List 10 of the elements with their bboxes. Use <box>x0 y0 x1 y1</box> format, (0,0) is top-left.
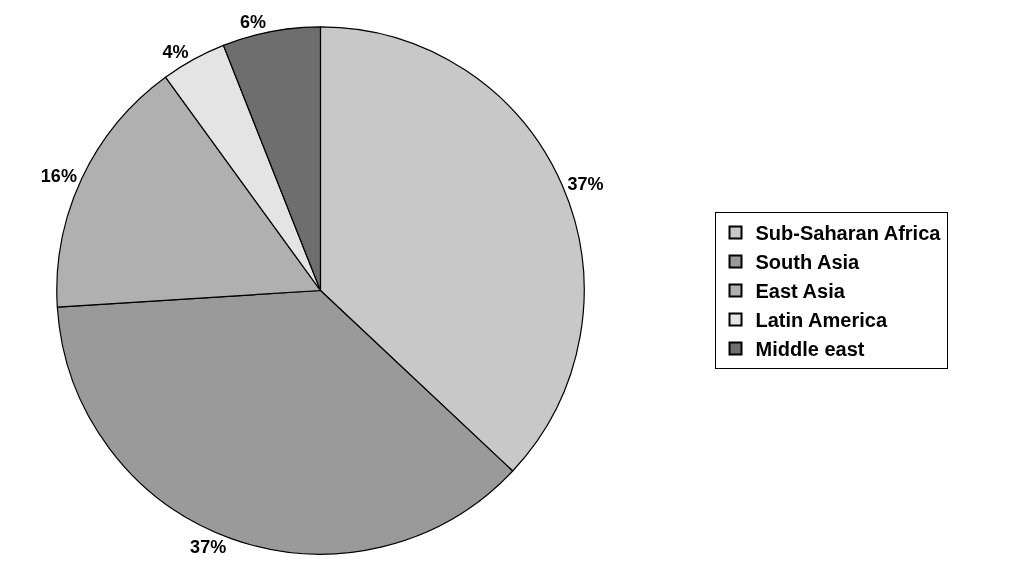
data-label: 37% <box>567 174 604 195</box>
data-label: 4% <box>162 41 189 62</box>
legend-label: Middle east <box>755 338 865 361</box>
data-label: 37% <box>190 537 227 558</box>
legend-label: South Asia <box>755 251 861 274</box>
legend-label: Latin America <box>755 309 888 332</box>
data-label: 6% <box>240 11 267 32</box>
legend-label: East Asia <box>755 280 846 303</box>
data-label: 16% <box>40 166 77 187</box>
legend-label: Sub-Saharan Africa <box>755 222 942 245</box>
